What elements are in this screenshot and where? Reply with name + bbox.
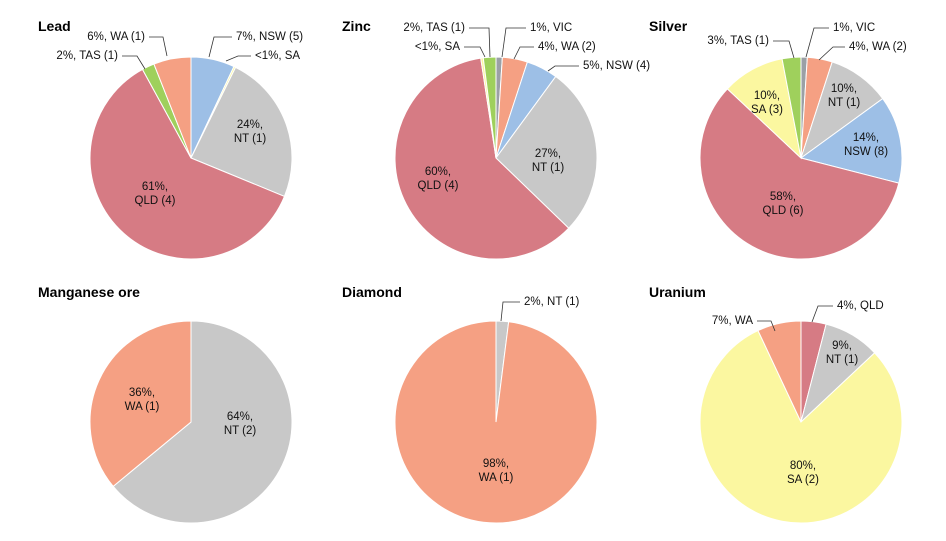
chart-title: Diamond [342,284,402,300]
chart-title: Uranium [649,284,706,300]
data-label-sa: 10%, SA (3) [751,90,783,116]
chart-title: Silver [649,18,688,34]
pie-chart-lead: Lead 7%, NSW (5) <1%, SA 24%, NT (1) 61%, QLD … [38,18,303,260]
data-label-nsw: 5%, NSW (4) [583,60,650,72]
data-label-tas: 3%, TAS (1) [707,35,769,47]
leader-line [773,40,795,59]
pie-chart-diamond: Diamond 2%, NT (1) 98%, WA (1) [342,284,598,524]
pie-slice-qld [89,68,286,260]
pie-slice-nt [190,66,293,198]
data-label-sa: <1%, SA [255,50,300,62]
pie-slice-wa [394,320,598,524]
data-label-nt: 64%, NT (2) [224,411,257,437]
pie-slice-tas [482,56,497,159]
data-label-qld: 58%, QLD (6) [763,191,804,217]
pie-slice-qld [699,88,900,260]
data-label-qld: 60%, QLD (4) [418,166,459,192]
pie-slice-nsw [799,97,903,184]
pie-slice-nt [495,75,598,229]
leader-line [149,36,168,57]
leader-line [464,46,486,58]
leader-line [805,27,829,58]
data-label-qld: 4%, QLD [837,300,884,312]
data-label-vic: 1%, VIC [530,22,572,34]
data-label-wa: 98%, WA (1) [479,458,514,484]
pie-slice-tas [781,56,802,159]
data-label-nt: 10%, NT (1) [828,83,861,109]
pie-chart-manganese-ore: Manganese ore 64%, NT (2) 36%, WA (1) [38,284,293,524]
data-label-nsw: 14%, NSW (8) [844,132,888,158]
leader-line [757,320,776,332]
data-label-sa: 80%, SA (2) [787,460,819,486]
leader-line [122,55,146,70]
data-label-wa: 36%, WA (1) [125,387,160,413]
leader-line [818,46,845,61]
leader-line [811,305,833,323]
data-label-vic: 1%, VIC [833,22,875,34]
pie-slice-nt [112,320,293,524]
data-label-nt: 24%, NT (1) [234,119,267,145]
pie-chart-uranium: Uranium 4%, QLD 9%, NT (1) 80%, SA (2) 7%, WA [649,284,903,524]
leader-line [500,301,520,322]
data-label-qld: 61%, QLD (4) [135,181,176,207]
data-label-wa: 4%, WA (2) [538,41,596,53]
leader-line [501,27,526,58]
pie-slice-sa [699,329,903,524]
pie-slice-wa [757,320,802,423]
leader-line [208,36,232,58]
leader-line [547,65,579,72]
data-label-tas: 2%, TAS (1) [56,50,118,62]
chart-title: Zinc [342,18,371,34]
pie-slice-wa [153,56,192,159]
pie-slice-qld [394,57,570,260]
pie-slice-wa [89,320,192,488]
data-label-nt: 27%, NT (1) [532,148,565,174]
leader-line [469,27,491,58]
data-label-wa: 7%, WA [712,315,753,327]
data-label-nt: 2%, NT (1) [524,296,580,308]
data-label-tas: 2%, TAS (1) [403,22,465,34]
data-label-nt: 9%, NT (1) [826,340,859,366]
leader-line [225,55,251,62]
chart-title: Lead [38,18,71,34]
pie-chart-zinc: Zinc 1%, VIC 4%, WA (2) 5%, NSW (4) 27%, NT (… [342,18,650,260]
data-label-wa: 6%, WA (1) [87,31,145,43]
data-label-wa: 4%, WA (2) [849,41,907,53]
leader-line [513,46,534,60]
data-label-nsw: 7%, NSW (5) [236,31,303,43]
data-label-sa: <1%, SA [415,41,460,53]
chart-title: Manganese ore [38,284,140,300]
pie-chart-silver: Silver 1%, VIC 4%, WA (2) 10%, NT (1) 14%, NSW… [649,18,907,260]
